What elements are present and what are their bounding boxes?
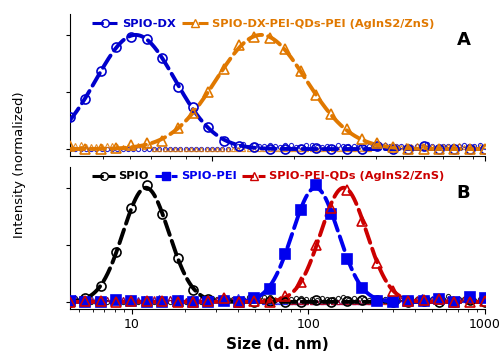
Text: Intensity (normalized): Intensity (normalized) <box>12 92 26 238</box>
Legend: SPIO, SPIO-PEI, SPIO-PEI-QDs (AgInS2/ZnS): SPIO, SPIO-PEI, SPIO-PEI-QDs (AgInS2/ZnS… <box>92 172 444 182</box>
X-axis label: Size (d. nm): Size (d. nm) <box>226 337 329 352</box>
Text: A: A <box>456 31 470 49</box>
Text: B: B <box>457 184 470 202</box>
Legend: SPIO-DX, SPIO-DX-PEI-QDs-PEI (AgInS2/ZnS): SPIO-DX, SPIO-DX-PEI-QDs-PEI (AgInS2/ZnS… <box>92 19 434 29</box>
